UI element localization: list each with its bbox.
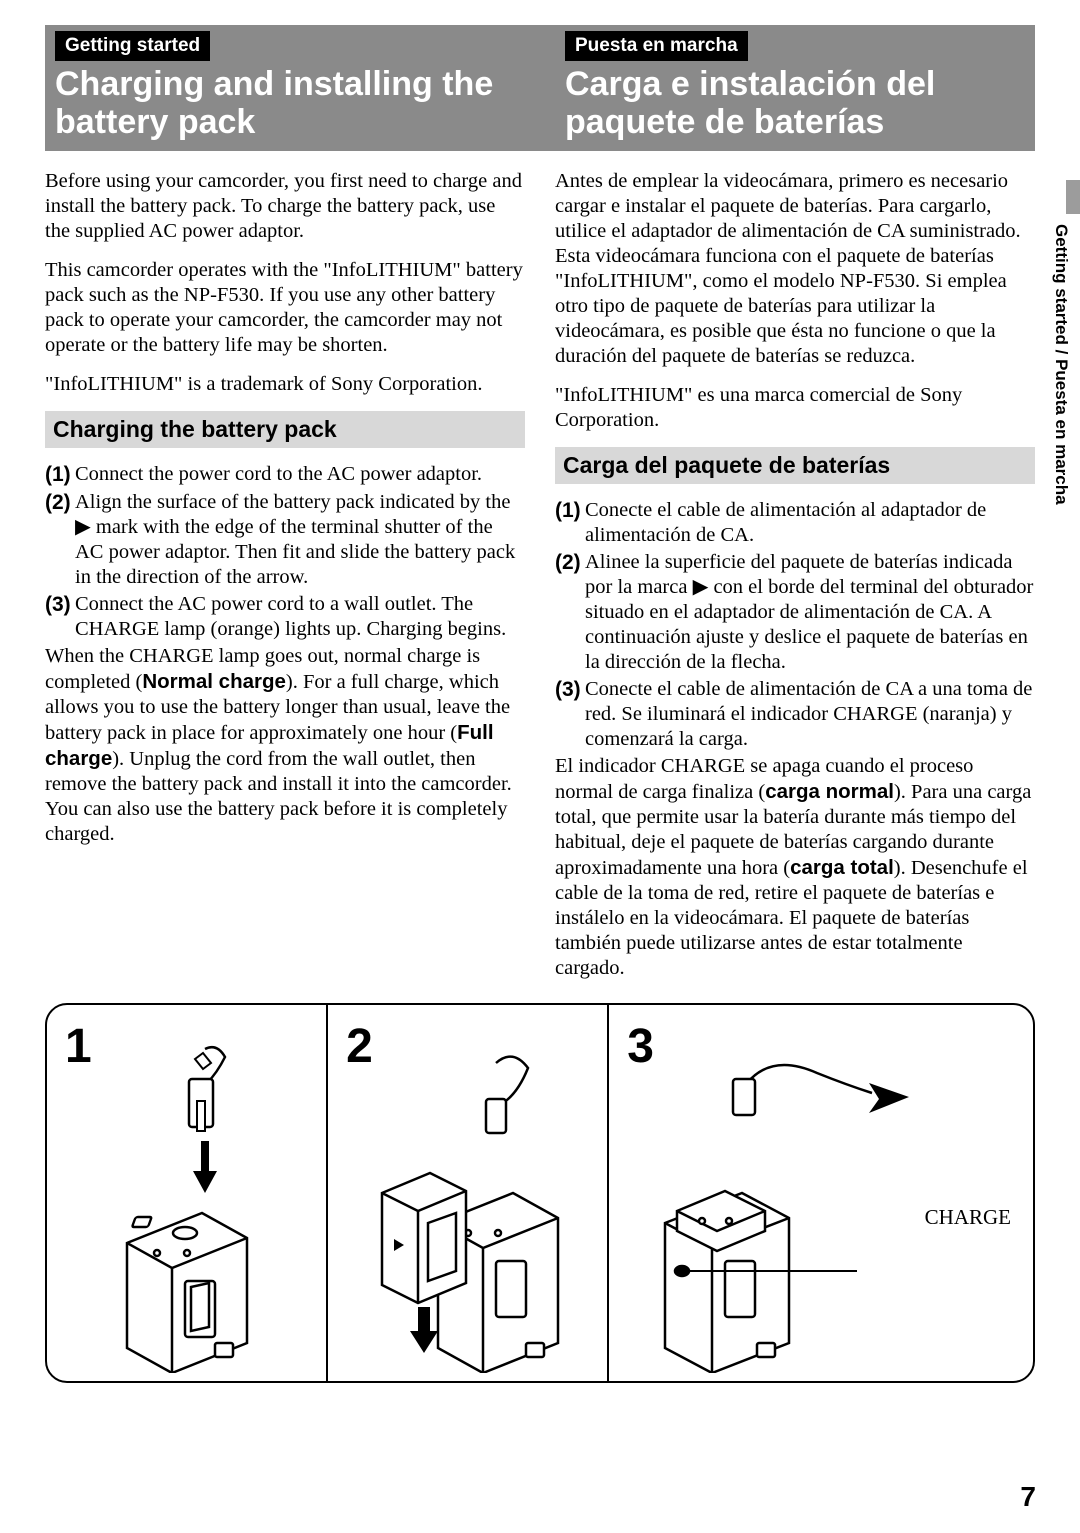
step-text: Connect the power cord to the AC power a… [75,462,525,488]
body-col-en: Before using your camcorder, you first n… [45,169,525,981]
text: ). Unplug the cord from the wall outlet,… [45,748,512,845]
bold-term: carga normal [765,780,894,803]
step-num: (2) [555,550,585,675]
subheading-es: Carga del paquete de baterías [555,447,1035,484]
step-num: (1) [45,462,75,488]
bold-term: Normal charge [142,670,286,693]
diagram-cell-3: 3 [609,1005,1033,1381]
step-num: (2) [45,490,75,590]
header-col-right: Puesta en marcha Carga e instalación del… [555,31,1035,141]
step-es-1: (1) Conecte el cable de alimentación al … [555,498,1035,548]
intro-para-en-2: This camcorder operates with the "InfoLI… [45,258,525,358]
diagram-cell-1: 1 [47,1005,328,1381]
charger-illustration-3 [617,1043,957,1373]
side-tab-text: Getting started / Puesta en marcha [1051,224,1071,505]
intro-para-es-2: Esta videocámara funciona con el paquete… [555,244,1035,369]
steps-es: (1) Conecte el cable de alimentación al … [555,498,1035,752]
step-num: (1) [555,498,585,548]
intro-para-en-1: Before using your camcorder, you first n… [45,169,525,244]
body-columns: Before using your camcorder, you first n… [45,169,1035,981]
charge-lamp-label: CHARGE [925,1205,1011,1230]
trademark-note-en: "InfoLITHIUM" is a trademark of Sony Cor… [45,372,525,397]
step-num: (3) [45,592,75,642]
instruction-diagram: 1 [45,1003,1035,1383]
step-es-2: (2) Alinee la superficie del paquete de … [555,550,1035,675]
step-text: Alinee la superficie del paquete de bate… [585,550,1035,675]
diagram-number: 1 [65,1019,92,1074]
main-title-en: Charging and installing the battery pack [45,65,525,141]
bold-term: carga total [790,856,894,879]
step-en-1: (1) Connect the power cord to the AC pow… [45,462,525,488]
post-steps-es: El indicador CHARGE se apaga cuando el p… [555,754,1035,981]
steps-en: (1) Connect the power cord to the AC pow… [45,462,525,642]
post-steps-en: When the CHARGE lamp goes out, normal ch… [45,644,525,847]
diagram-cell-2: 2 [328,1005,609,1381]
step-en-2: (2) Align the surface of the battery pac… [45,490,525,590]
section-tag-es: Puesta en marcha [565,31,748,61]
step-text: Align the surface of the battery pack in… [75,490,525,590]
charger-illustration-2 [368,1043,568,1373]
side-tab-stub [1066,180,1080,214]
step-num: (3) [555,677,585,752]
header-col-left: Getting started Charging and installing … [45,31,525,141]
manual-page: Getting started Charging and installing … [0,0,1080,1533]
intro-para-es-1: Antes de emplear la videocámara, primero… [555,169,1035,244]
side-tab: Getting started / Puesta en marcha [1040,180,1080,520]
trademark-note-es: "InfoLITHIUM" es una marca comercial de … [555,383,1035,433]
step-text: Connect the AC power cord to a wall outl… [75,592,525,642]
body-col-es: Antes de emplear la videocámara, primero… [555,169,1035,981]
section-tag-en: Getting started [55,31,210,61]
header-band: Getting started Charging and installing … [45,25,1035,151]
step-text: Conecte el cable de alimentación de CA a… [585,677,1035,752]
main-title-es: Carga e instalación del paquete de bater… [555,65,1035,141]
charger-illustration-1 [107,1043,267,1373]
subheading-en: Charging the battery pack [45,411,525,448]
step-es-3: (3) Conecte el cable de alimentación de … [555,677,1035,752]
step-en-3: (3) Connect the AC power cord to a wall … [45,592,525,642]
page-number: 7 [1020,1481,1036,1513]
step-text: Conecte el cable de alimentación al adap… [585,498,1035,548]
